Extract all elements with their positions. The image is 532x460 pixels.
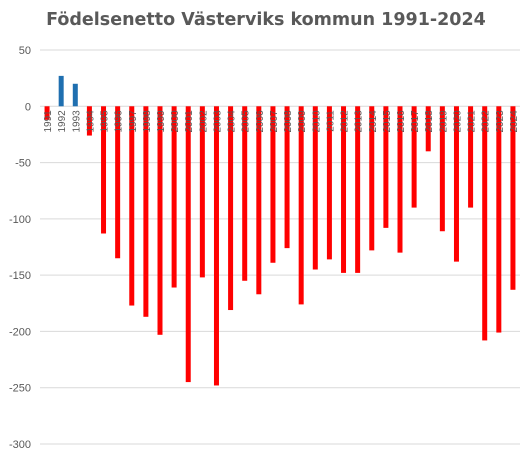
x-tick-label: 2016 (396, 110, 407, 133)
y-tick-label: -250 (9, 383, 31, 395)
bar-2019 (439, 106, 445, 232)
bar-2023 (496, 106, 502, 333)
bar-2013 (355, 106, 361, 273)
bar-1992 (58, 75, 64, 107)
bar-2003 (213, 106, 219, 386)
bar-2000 (171, 106, 177, 288)
x-tick-label: 2015 (382, 110, 393, 133)
x-tick-label: 2011 (325, 110, 336, 132)
x-tick-label: 1997 (128, 110, 139, 133)
bar-2007 (270, 106, 276, 263)
x-tick-label: 2000 (170, 110, 181, 133)
x-tick-label: 2010 (311, 110, 322, 133)
bar-2002 (199, 106, 205, 278)
bar-1993 (72, 83, 78, 107)
x-tick-label: 1995 (100, 110, 111, 133)
bar-2021 (468, 106, 474, 208)
x-tick-label: 2002 (198, 110, 209, 133)
bar-1995 (101, 106, 107, 234)
bar-2008 (284, 106, 290, 249)
x-tick-label: 2004 (227, 110, 238, 133)
bar-2015 (383, 106, 389, 228)
bar-2017 (411, 106, 417, 208)
bar-2010 (312, 106, 318, 270)
x-tick-label: 1994 (85, 110, 96, 133)
bar-2014 (369, 106, 375, 251)
bar-2011 (326, 106, 332, 260)
y-tick-label: 50 (19, 45, 31, 57)
x-tick-label: 2021 (467, 110, 478, 133)
x-tick-label: 2023 (495, 110, 506, 133)
bar-2012 (341, 106, 347, 273)
x-tick-label: 2019 (438, 110, 449, 133)
x-tick-label: 2014 (368, 110, 379, 133)
x-tick-label: 1999 (156, 110, 167, 133)
x-tick-label: 2005 (241, 110, 252, 133)
x-tick-label: 1991 (43, 110, 54, 133)
bar-2022 (482, 106, 488, 341)
bar-1991 (44, 106, 50, 120)
x-tick-label: 1996 (114, 110, 125, 133)
x-tick-label: 2013 (354, 110, 365, 133)
bar-1997 (129, 106, 135, 306)
y-tick-label: 0 (25, 101, 31, 113)
y-tick-label: -150 (9, 270, 31, 282)
x-tick-label: 2020 (452, 110, 463, 133)
bar-1996 (115, 106, 121, 259)
x-tick-label: 2012 (340, 110, 351, 133)
bar-2005 (242, 106, 248, 281)
x-tick-label: 2006 (255, 110, 266, 133)
x-tick-label: 2009 (297, 110, 308, 133)
x-tick-label: 1992 (57, 110, 68, 133)
bar-2001 (185, 106, 191, 383)
x-tick-label: 2018 (424, 110, 435, 133)
bar-2009 (298, 106, 304, 305)
x-tick-label: 1998 (142, 110, 153, 133)
y-tick-label: -50 (15, 158, 31, 170)
bar-1999 (157, 106, 163, 335)
bar-2016 (397, 106, 403, 253)
bar-2004 (228, 106, 234, 311)
y-tick-label: -200 (9, 326, 31, 338)
x-tick-label: 2007 (269, 110, 280, 133)
x-tick-label: 2022 (481, 110, 492, 133)
bar-1998 (143, 106, 149, 317)
bar-2018 (425, 106, 431, 152)
bar-2006 (256, 106, 262, 295)
x-tick-label: 2024 (509, 110, 520, 133)
x-tick-label: 1993 (71, 110, 82, 133)
bar-2020 (453, 106, 459, 262)
x-tick-label: 2017 (410, 110, 421, 133)
chart-title: Födelsenetto Västerviks kommun 1991-2024 (46, 10, 486, 30)
x-tick-label: 2001 (184, 110, 195, 133)
y-tick-label: -100 (9, 214, 31, 226)
x-tick-label: 2003 (212, 110, 223, 133)
y-tick-label: -300 (9, 439, 31, 451)
bar-2024 (510, 106, 516, 290)
bar-1994 (86, 106, 92, 136)
x-tick-label: 2008 (283, 110, 294, 133)
